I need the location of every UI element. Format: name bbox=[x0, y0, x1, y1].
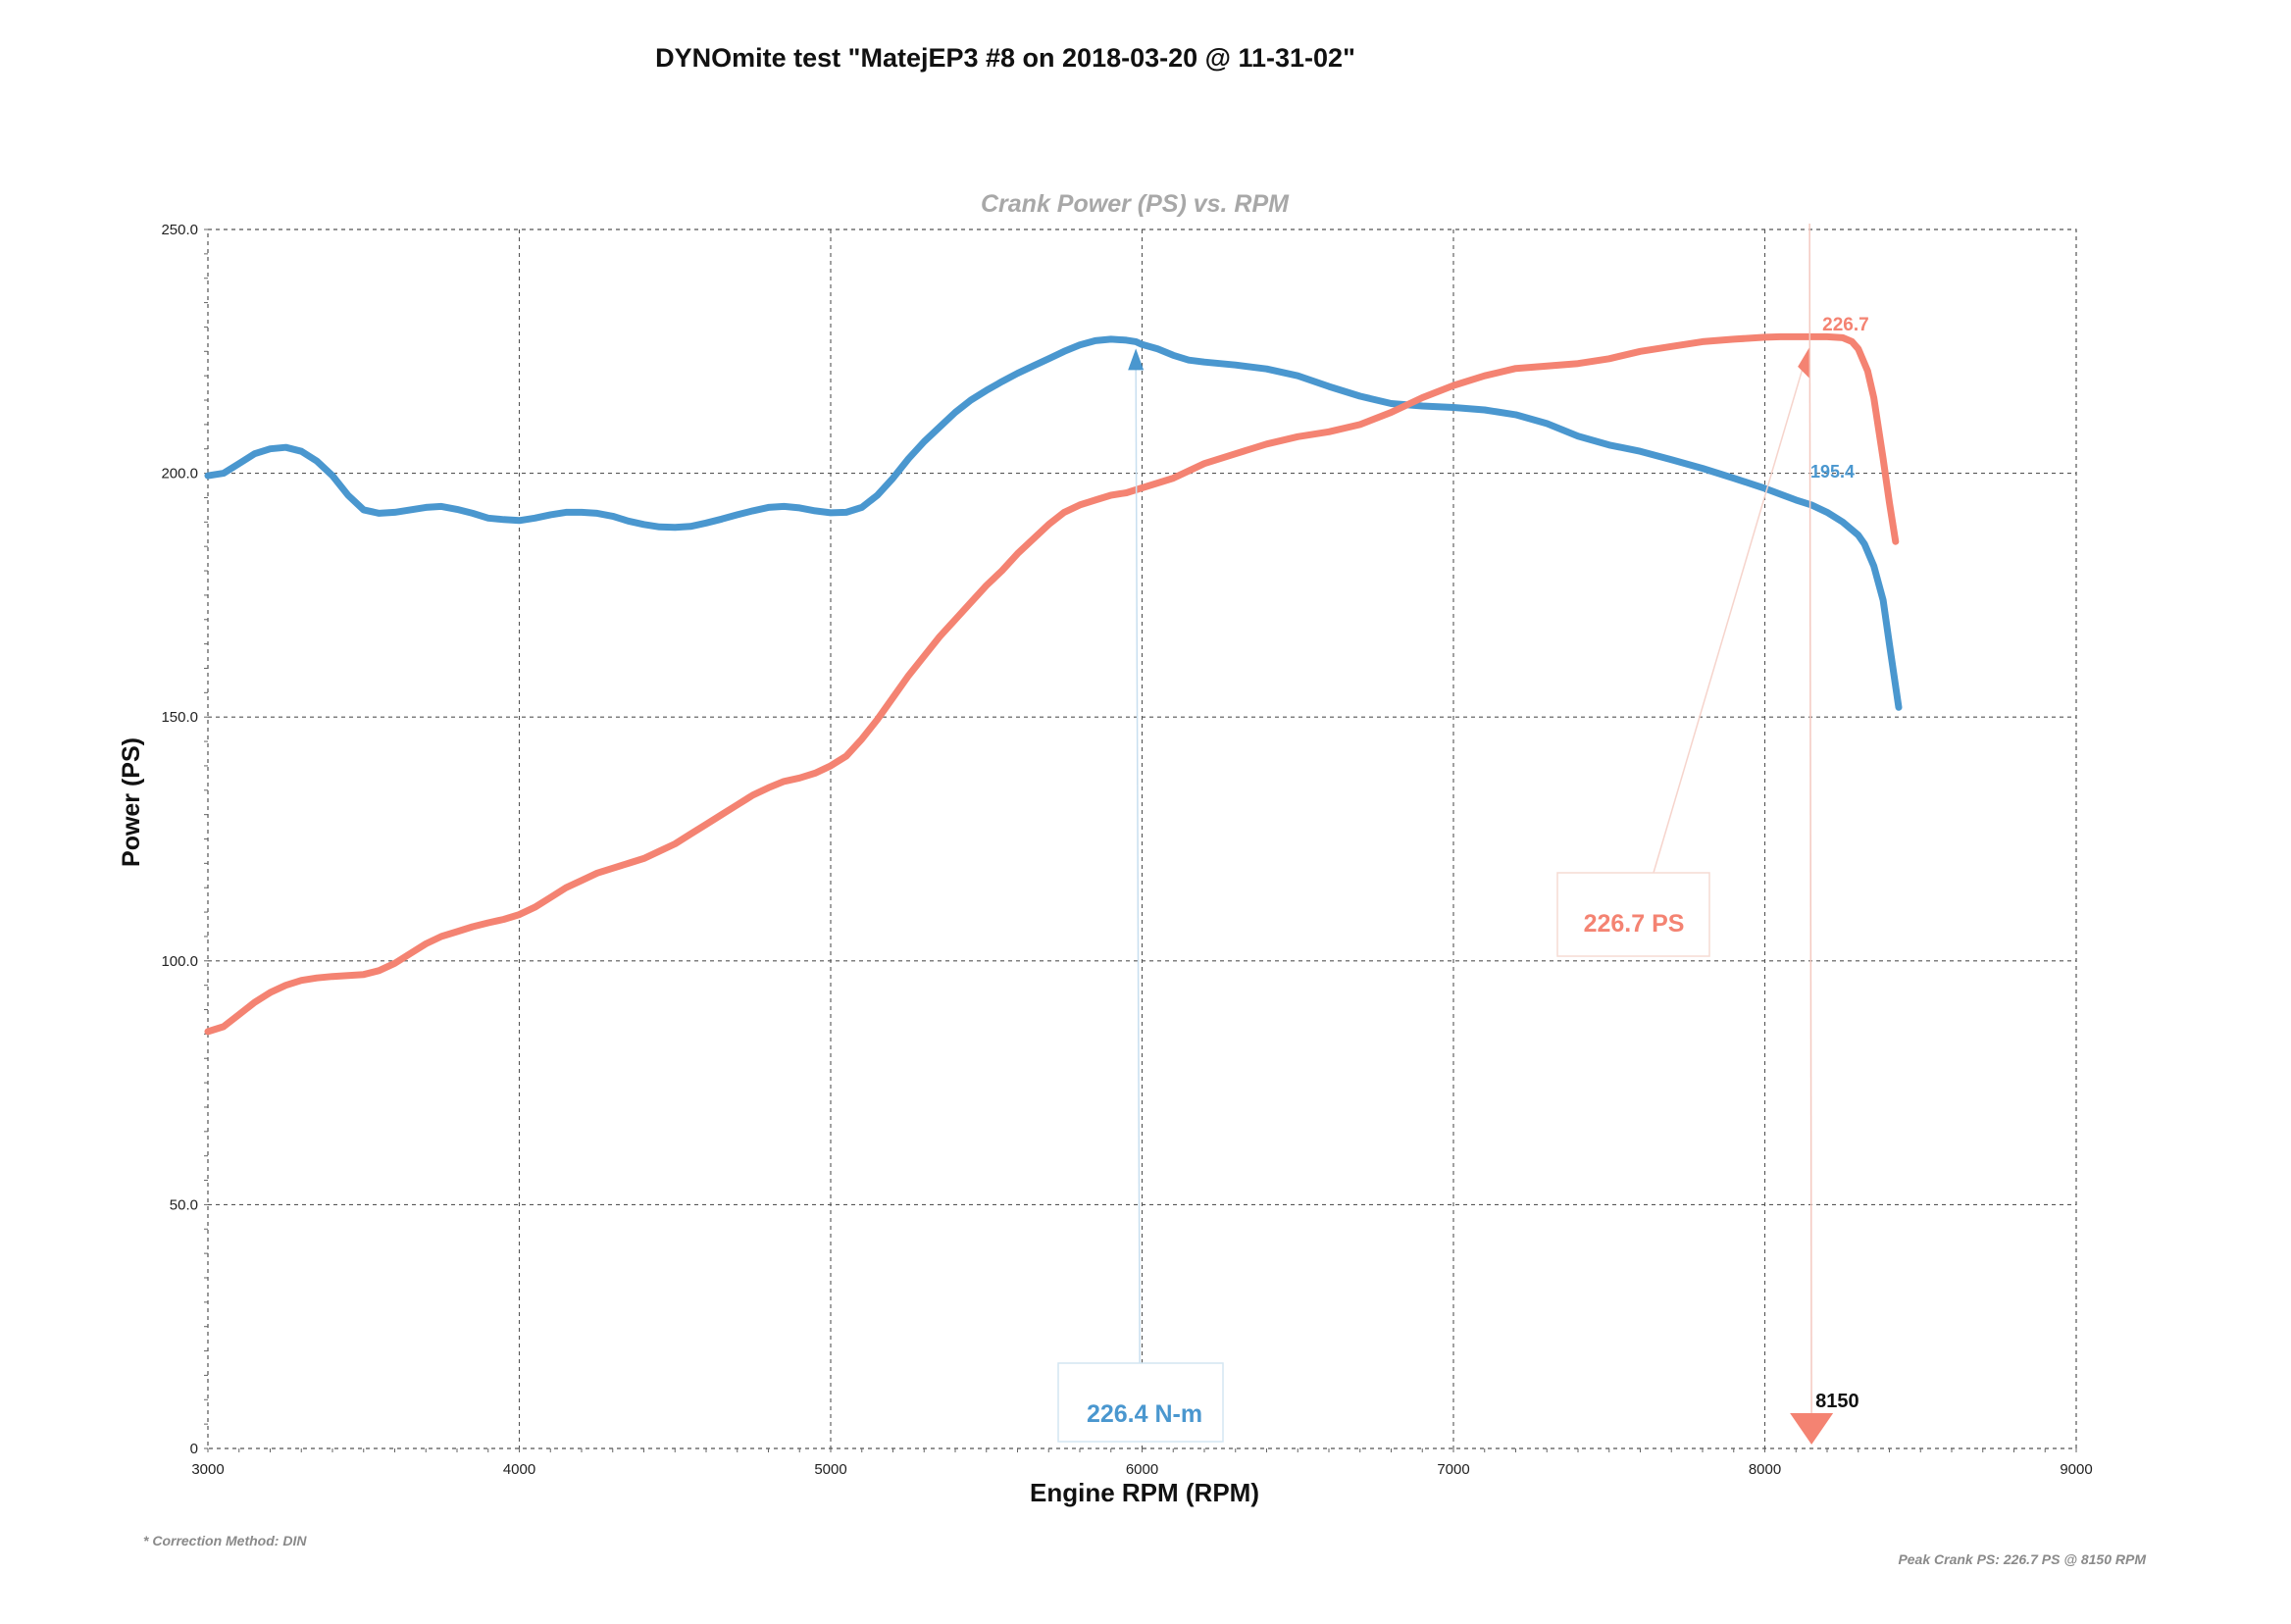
power-series-line bbox=[204, 332, 1900, 1036]
torque-series-line bbox=[204, 335, 1903, 711]
peak-rpm-guide bbox=[1808, 223, 1812, 1421]
x-tick-label: 9000 bbox=[2060, 1461, 2092, 1478]
power-peak-guide bbox=[1653, 364, 1805, 874]
peak-rpm-label: 8150 bbox=[1815, 1391, 1859, 1412]
series-layer bbox=[204, 332, 1903, 1036]
y-tick-label: 200.0 bbox=[161, 466, 198, 482]
x-tick-label: 8000 bbox=[1749, 1461, 1781, 1478]
torque-peak-arrow bbox=[1128, 348, 1145, 371]
y-tick-label: 50.0 bbox=[170, 1196, 198, 1213]
x-tick-label: 5000 bbox=[814, 1461, 846, 1478]
peak-rpm-marker bbox=[1790, 1413, 1834, 1445]
y-tick-label: 100.0 bbox=[161, 953, 198, 970]
chart-subtitle: Crank Power (PS) vs. RPM bbox=[981, 190, 1290, 218]
y-tick-label: 0 bbox=[190, 1441, 198, 1457]
x-tick-label: 6000 bbox=[1126, 1461, 1158, 1478]
x-tick-label: 4000 bbox=[503, 1461, 535, 1478]
peak-note: Peak Crank PS: 226.7 PS @ 8150 RPM bbox=[1898, 1551, 2146, 1567]
x-tick-label: 3000 bbox=[191, 1461, 224, 1478]
y-tick-label: 250.0 bbox=[161, 222, 198, 238]
axis-layer: 3000 4000 5000 6000 7000 8000 9000 0 50.0 100.0 15… bbox=[161, 222, 2092, 1478]
y-tick-label: 150.0 bbox=[161, 709, 198, 726]
power-peak-box-label: 226.7 PS bbox=[1584, 910, 1685, 938]
torque-peak-guide bbox=[1135, 366, 1141, 1366]
power-peak-arrow bbox=[1798, 346, 1810, 379]
x-tick-label: 7000 bbox=[1437, 1461, 1469, 1478]
power-peak-label: 226.7 bbox=[1822, 315, 1869, 335]
power-peak-box bbox=[1556, 872, 1710, 957]
x-axis-label: Engine RPM (RPM) bbox=[1030, 1478, 1259, 1507]
grid-layer bbox=[207, 228, 2077, 1449]
annotation-layer: 226.4 N-m 226.7 226.7 PS 195.4 8150 bbox=[1057, 223, 1869, 1445]
torque-peak-box-label: 226.4 N-m bbox=[1087, 1400, 1202, 1428]
chart-main-title: DYNOmite test "MatejEP3 #8 on 2018-03-20… bbox=[655, 43, 1355, 73]
y-axis-label: Power (PS) bbox=[118, 737, 145, 867]
torque-peak-box bbox=[1057, 1362, 1224, 1443]
correction-note: * Correction Method: DIN bbox=[143, 1533, 307, 1548]
torque-at-peak-power-label: 195.4 bbox=[1810, 462, 1855, 482]
